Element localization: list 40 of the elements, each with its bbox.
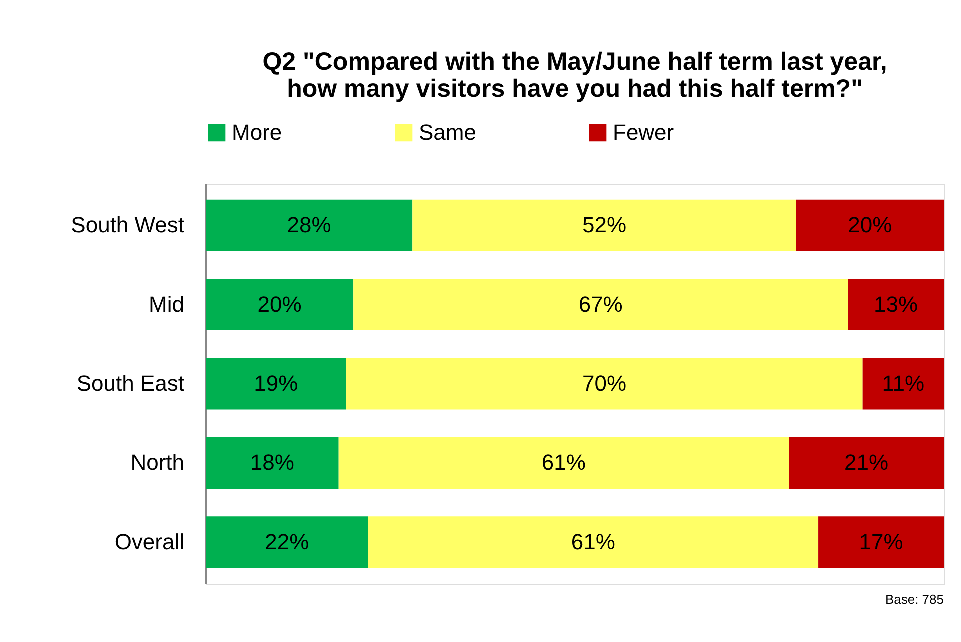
bar — [206, 279, 354, 331]
data-label: 17% — [859, 529, 904, 554]
data-label: 28% — [287, 212, 332, 238]
bar — [796, 200, 944, 252]
data-label: 67% — [578, 292, 623, 317]
data-label: 52% — [582, 212, 627, 238]
data-label: 20% — [258, 292, 302, 317]
data-label: 13% — [874, 292, 918, 317]
bar — [848, 279, 944, 331]
y-tick-label: South West — [71, 212, 184, 238]
bar — [346, 358, 863, 410]
bar — [354, 279, 848, 331]
data-label: 22% — [265, 529, 310, 554]
data-label: 20% — [848, 212, 892, 238]
y-tick-label: Mid — [149, 292, 184, 317]
text: Base: 785 — [885, 592, 944, 607]
bar — [206, 437, 339, 489]
bar — [206, 358, 346, 410]
data-label: 19% — [254, 371, 298, 396]
legend-label: Same — [419, 120, 476, 145]
y-tick-label: South East — [76, 371, 184, 396]
data-label: 61% — [571, 529, 616, 554]
data-label: 21% — [844, 450, 889, 476]
bar — [789, 437, 944, 489]
bar — [862, 358, 944, 410]
chart-title: Q2 "Compared with the May/June half term last year, how many visitors have you had this half term?" — [262, 48, 888, 103]
bar — [206, 516, 368, 568]
data-label: 11% — [882, 371, 925, 396]
bar — [368, 516, 819, 568]
y-tick-label: North — [130, 450, 184, 476]
data-label: 70% — [582, 371, 627, 396]
data-label: 18% — [250, 450, 294, 476]
legend-label: Fewer — [613, 120, 674, 145]
legend-label: More — [232, 120, 282, 145]
bar — [338, 437, 790, 489]
y-tick-label: Overall — [114, 529, 184, 554]
bar — [412, 200, 796, 252]
bar — [206, 200, 413, 252]
bar — [818, 516, 944, 568]
data-label: 61% — [542, 450, 586, 476]
